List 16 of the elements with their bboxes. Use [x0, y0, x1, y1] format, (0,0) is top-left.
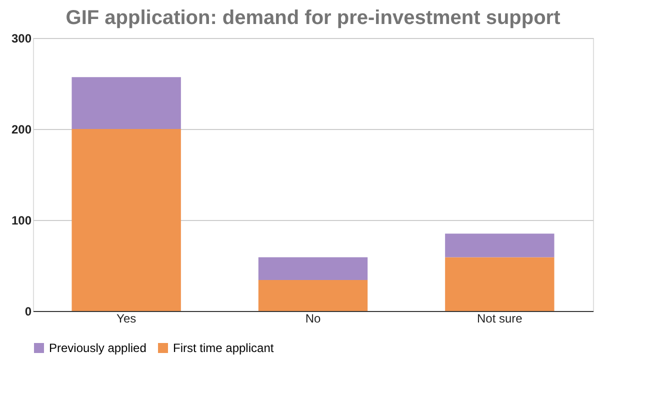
- x-tick-label: No: [305, 312, 321, 326]
- y-tick-label: 0: [24, 304, 32, 318]
- x-tick-label: Not sure: [476, 312, 523, 326]
- x-tick-label: Yes: [116, 312, 136, 326]
- bar: [445, 234, 554, 258]
- bar: [258, 280, 368, 311]
- legend-label: Previously applied: [49, 341, 146, 355]
- bar: [72, 77, 181, 129]
- chart-title: GIF application: demand for pre-investment support: [66, 7, 561, 29]
- bar: [258, 257, 368, 280]
- y-tick-label: 200: [11, 122, 32, 136]
- y-tick-label: 100: [11, 214, 32, 228]
- y-tick-label: 300: [11, 32, 32, 46]
- bar: [445, 257, 554, 311]
- legend-label: First time applicant: [173, 341, 274, 355]
- bar: [72, 129, 181, 311]
